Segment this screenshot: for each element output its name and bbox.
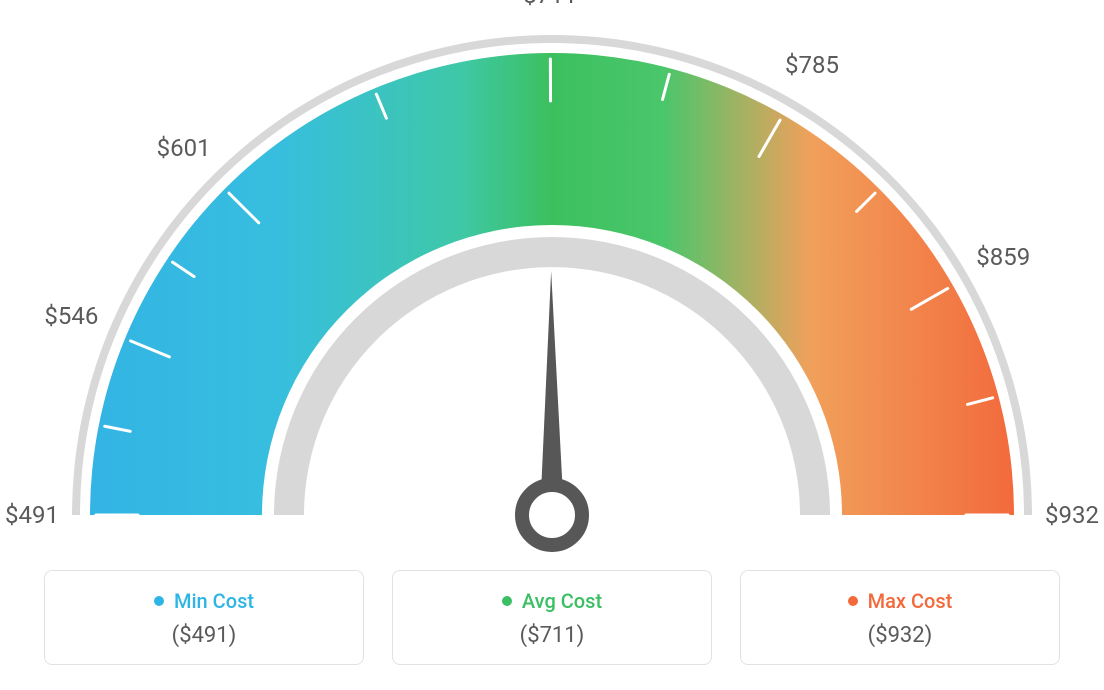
legend-title-max: Max Cost	[848, 589, 953, 613]
legend-value-max: ($932)	[741, 623, 1059, 648]
legend-card-min: Min Cost ($491)	[44, 570, 364, 665]
gauge-tick-label: $932	[1045, 501, 1099, 529]
legend-card-avg: Avg Cost ($711)	[392, 570, 712, 665]
legend-dot-min	[154, 596, 164, 606]
gauge-tick-label: $491	[5, 501, 59, 529]
gauge-tick-label: $785	[785, 51, 839, 79]
legend-value-min: ($491)	[45, 623, 363, 648]
legend-row: Min Cost ($491) Avg Cost ($711) Max Cost…	[0, 570, 1104, 665]
gauge-tick-label: $546	[44, 302, 98, 330]
gauge-svg	[0, 0, 1104, 560]
gauge-tick-label: $859	[976, 243, 1030, 271]
legend-value-avg: ($711)	[393, 623, 711, 648]
legend-label-avg: Avg Cost	[522, 589, 602, 613]
legend-label-max: Max Cost	[868, 589, 953, 613]
gauge-tick-label: $711	[523, 0, 577, 9]
legend-dot-avg	[502, 596, 512, 606]
legend-dot-max	[848, 596, 858, 606]
legend-label-min: Min Cost	[174, 589, 254, 613]
cost-gauge-chart: $491 $546 $601 $711 $785 $859 $932	[0, 0, 1104, 560]
gauge-tick-label: $601	[157, 134, 211, 162]
legend-card-max: Max Cost ($932)	[740, 570, 1060, 665]
legend-title-avg: Avg Cost	[502, 589, 602, 613]
legend-title-min: Min Cost	[154, 589, 254, 613]
